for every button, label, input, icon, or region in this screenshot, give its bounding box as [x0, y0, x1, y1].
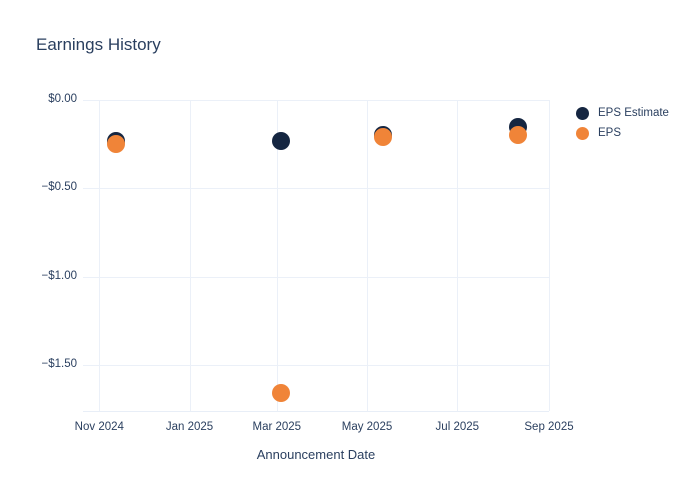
gridline-vertical [367, 100, 368, 411]
chart-title: Earnings History [36, 35, 161, 54]
legend-label-eps: EPS [598, 127, 622, 139]
x-tick-label: Nov 2024 [74, 421, 124, 433]
gridline-vertical [549, 100, 550, 411]
x-tick-label: May 2025 [341, 421, 393, 433]
gridline-horizontal [83, 365, 549, 367]
data-point-eps[interactable] [508, 126, 527, 145]
data-point-eps[interactable] [272, 384, 291, 403]
x-tick-label: Jan 2025 [165, 421, 214, 433]
gridline-vertical [457, 100, 459, 411]
data-point-eps[interactable] [374, 128, 393, 147]
y-tick-label: −$1.00 [41, 269, 78, 282]
gridline-vertical [189, 100, 191, 411]
eps-estimate-marker-icon [576, 106, 589, 120]
y-tick-label: $0.00 [48, 93, 77, 105]
x-axis-title: Announcement Date [256, 447, 376, 462]
x-tick-label: Mar 2025 [252, 421, 302, 433]
gridline-horizontal [83, 100, 549, 101]
x-tick-label: Sep 2025 [524, 421, 574, 433]
y-tick-label: −$0.50 [41, 181, 78, 194]
gridline-horizontal [83, 188, 549, 190]
legend-item-eps[interactable]: EPS [572, 123, 669, 143]
gridline-vertical [276, 100, 278, 411]
gridline-vertical [99, 100, 101, 411]
legend-label-eps-estimate: EPS Estimate [598, 107, 669, 119]
x-tick-label: Jul 2025 [435, 421, 480, 433]
y-tick-label: −$1.50 [41, 358, 78, 371]
gridline-horizontal [83, 276, 549, 278]
legend: EPS Estimate EPS [572, 103, 669, 143]
x-axis-line [83, 411, 549, 412]
legend-item-eps-estimate[interactable]: EPS Estimate [572, 103, 669, 123]
eps-marker-icon [576, 126, 589, 140]
data-point-eps[interactable] [106, 135, 125, 154]
data-point-eps-estimate[interactable] [272, 131, 291, 150]
